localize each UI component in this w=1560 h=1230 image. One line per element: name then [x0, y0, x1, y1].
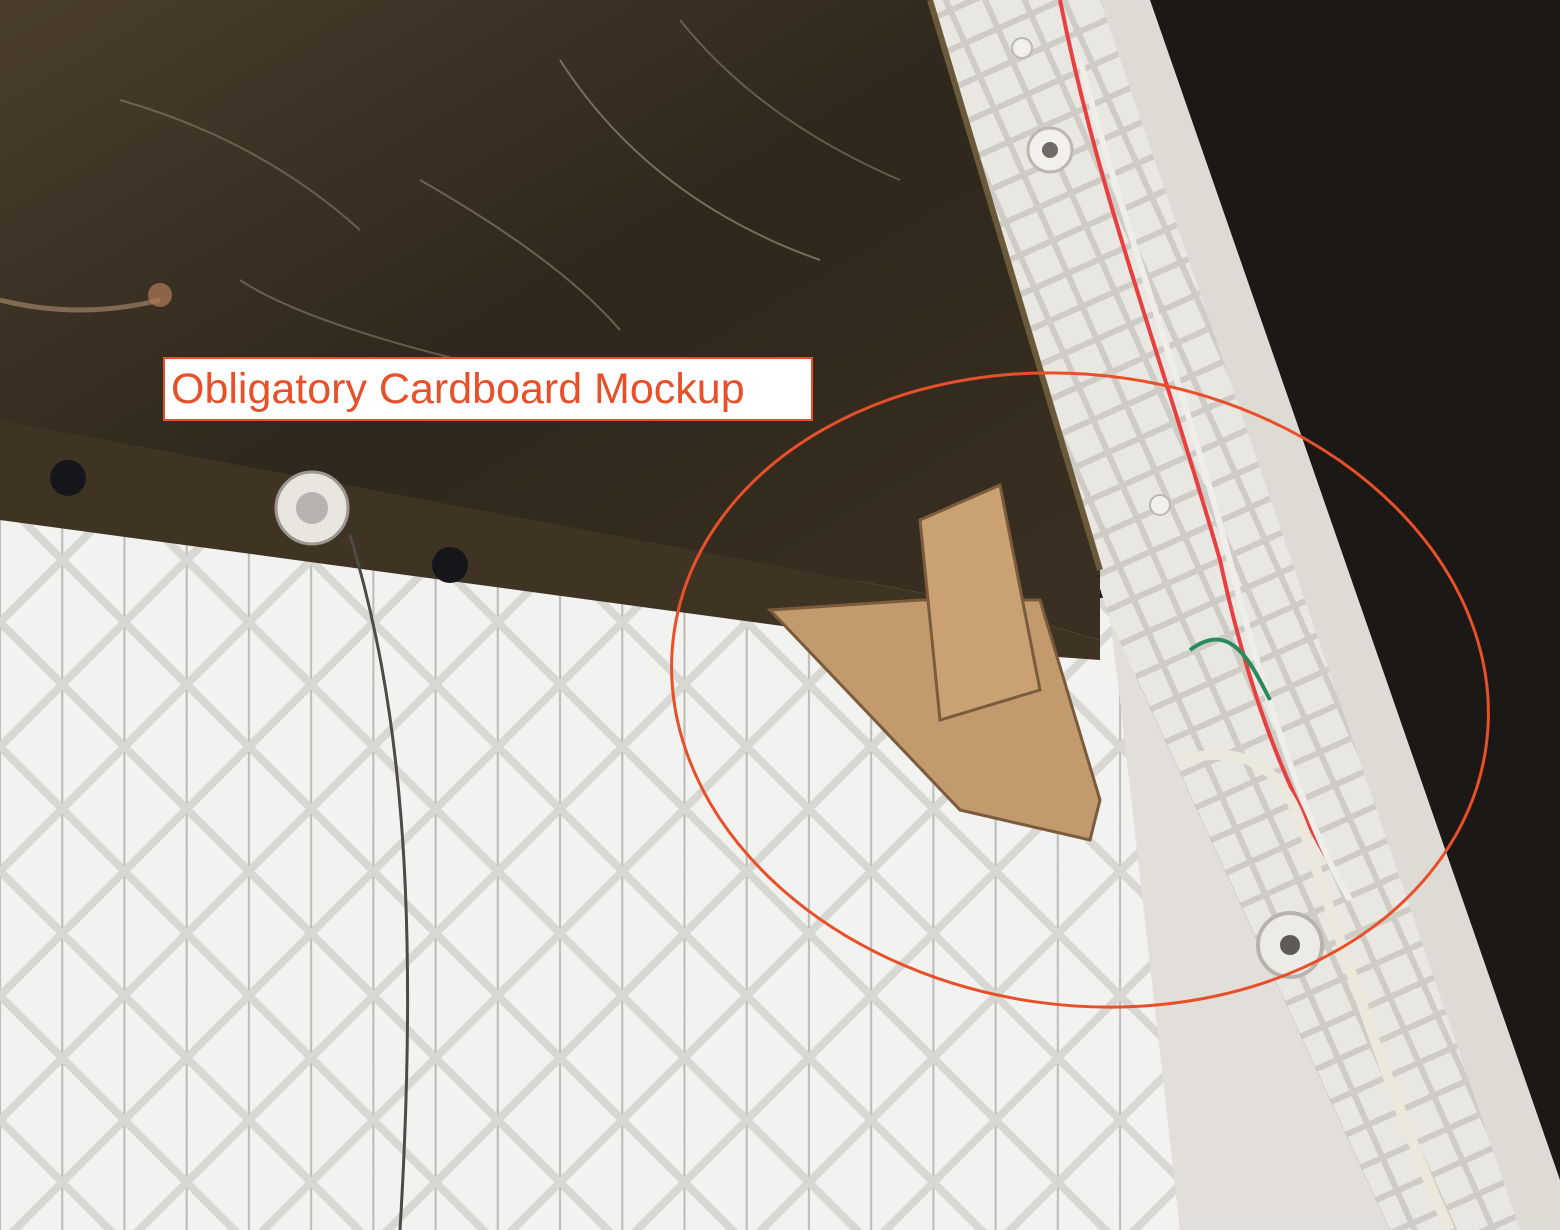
wires	[1058, 0, 1455, 1230]
annotation-label: Obligatory Cardboard Mockup	[163, 357, 813, 421]
cardboard-mockup	[766, 482, 1102, 842]
hardware	[50, 460, 468, 1230]
dark-board	[0, 0, 1103, 660]
annotation-ellipse	[670, 371, 1490, 1009]
